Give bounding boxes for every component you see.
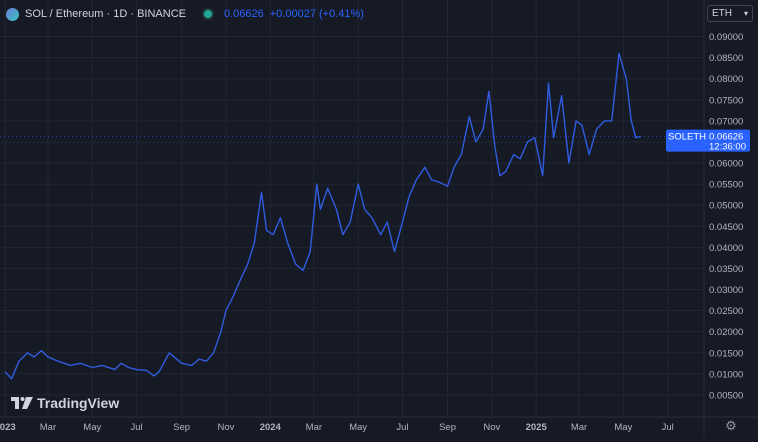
y-tick-label: 0.07000: [709, 116, 743, 127]
price-tag-value: 0.06626: [709, 132, 743, 143]
y-tick-label: 0.02000: [709, 327, 743, 338]
currency-select[interactable]: ETH ▾: [707, 5, 753, 22]
symbol-title[interactable]: SOL / Ethereum · 1D · BINANCE: [25, 8, 186, 20]
x-tick-label: 2024: [260, 422, 282, 433]
x-tick-label: Jul: [131, 422, 143, 433]
x-tick-label: Jul: [662, 422, 674, 433]
y-tick-label: 0.05000: [709, 201, 743, 212]
price-line-series: [4, 52, 641, 380]
symbol-header: SOL / Ethereum · 1D · BINANCE 0.06626 +0…: [6, 6, 364, 22]
y-tick-label: 0.04000: [709, 243, 743, 254]
tradingview-logo[interactable]: TradingView: [11, 395, 119, 411]
y-tick-label: 0.02500: [709, 306, 743, 317]
symbol-logo-icon: [6, 7, 19, 21]
x-tick-label: 2025: [526, 422, 548, 433]
y-tick-label: 0.00500: [709, 390, 743, 401]
market-status-icon: [201, 8, 214, 20]
logo-text: TradingView: [37, 395, 120, 411]
x-tick-label: Sep: [439, 422, 456, 433]
y-tick-label: 0.09000: [709, 32, 743, 43]
y-tick-label: 0.01500: [709, 348, 743, 359]
x-tick-label: Sep: [173, 422, 190, 433]
currency-value: ETH: [712, 8, 732, 19]
y-tick-label: 0.08500: [709, 53, 743, 64]
x-tick-label: Nov: [483, 422, 500, 433]
y-tick-label: 0.08000: [709, 74, 743, 85]
settings-gear-icon[interactable]: ⚙: [725, 418, 737, 433]
y-tick-label: 0.01000: [709, 369, 743, 380]
price-tag-ticker: SOLETH: [668, 132, 706, 143]
x-tick-label: Nov: [217, 422, 234, 433]
y-tick-label: 0.03000: [709, 285, 743, 296]
y-tick-label: 0.06000: [709, 159, 743, 170]
x-tick-label: May: [349, 422, 367, 433]
x-tick-label: May: [83, 422, 101, 433]
y-tick-label: 0.07500: [709, 95, 743, 106]
x-tick-label: Jul: [396, 422, 408, 433]
y-tick-label: 0.05500: [709, 180, 743, 191]
last-price: 0.06626: [223, 8, 264, 20]
x-tick-label: May: [614, 422, 632, 433]
y-tick-label: 0.03500: [709, 264, 743, 275]
x-tick-label: 2023: [0, 422, 16, 433]
price-change: +0.00027 (+0.41%): [269, 8, 364, 20]
price-tag-box: [666, 129, 750, 152]
tradingview-logo-icon: [11, 397, 33, 409]
x-tick-label: Mar: [571, 422, 587, 433]
x-tick-label: Mar: [306, 422, 322, 433]
price-tag-countdown: 12:36:00: [709, 142, 746, 153]
chevron-down-icon: ▾: [743, 9, 748, 18]
x-tick-label: Mar: [40, 422, 56, 433]
y-tick-label: 0.04500: [709, 222, 743, 233]
